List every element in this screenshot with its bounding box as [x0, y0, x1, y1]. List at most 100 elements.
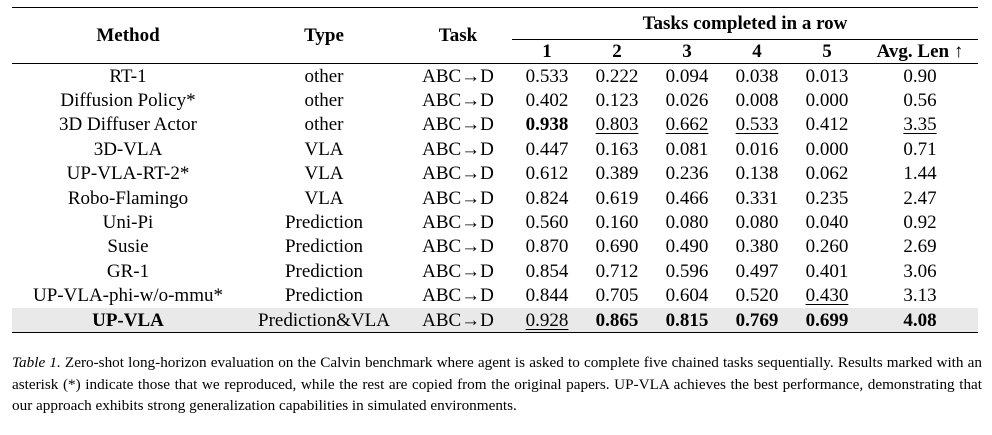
header-col-4: 4 [722, 39, 792, 64]
type-cell: other [304, 65, 344, 87]
table-body: RT-1 other ABC→D 0.533 0.222 0.094 0.038… [12, 64, 978, 333]
value-cell-second: 0.803 [582, 113, 652, 137]
value-cell: 0.062 [805, 163, 849, 185]
value-cell: 0.236 [665, 163, 709, 185]
method-cell: RT-1 [109, 65, 147, 87]
header-type: Type [244, 7, 404, 64]
value-cell: 0.080 [665, 212, 709, 234]
value-cell-second: 0.662 [652, 113, 722, 137]
header-col-3: 3 [652, 39, 722, 64]
caption-text: Zero-shot long-horizon evaluation on the… [12, 354, 982, 414]
value-cell: 0.123 [595, 90, 639, 112]
table-caption: Table 1. Zero-shot long-horizon evaluati… [12, 352, 982, 417]
value-cell: 0.824 [525, 187, 569, 209]
type-cell: other [304, 114, 344, 136]
method-cell: Robo-Flamingo [67, 187, 189, 209]
value-cell: 0.533 [525, 65, 569, 87]
value-cell: 0.008 [735, 90, 779, 112]
header-group-label: Tasks completed in a row [642, 13, 848, 34]
task-cell: ABC→D [422, 236, 494, 258]
method-cell: Uni-Pi [102, 212, 154, 234]
value-cell: 0.490 [665, 236, 709, 258]
table-row: Uni-Pi Prediction ABC→D 0.560 0.160 0.08… [12, 210, 978, 234]
value-cell: 0.520 [735, 285, 779, 307]
value-second-best: 0.662 [665, 114, 709, 136]
value-cell: 0.612 [525, 163, 569, 185]
value-cell-best: 0.769 [722, 307, 792, 333]
value-cell: 0.380 [735, 236, 779, 258]
avg-len-cell: 3.13 [903, 285, 937, 307]
value-cell-best: 0.815 [652, 307, 722, 333]
table-row: Susie Prediction ABC→D 0.870 0.690 0.490… [12, 235, 978, 259]
type-cell: Prediction&VLA [244, 307, 404, 333]
task-cell: ABC→D [422, 163, 494, 185]
value-cell: 0.222 [595, 65, 639, 87]
value-cell: 0.705 [595, 285, 639, 307]
value-cell: 0.094 [665, 65, 709, 87]
avg-second-best: 3.35 [903, 114, 937, 136]
results-table: Method Type Task Tasks completed in a ro… [12, 7, 978, 333]
value-cell: 0.160 [595, 212, 639, 234]
table-row: Diffusion Policy* other ABC→D 0.402 0.12… [12, 88, 978, 112]
value-cell: 0.080 [735, 212, 779, 234]
value-cell-best: 0.865 [582, 307, 652, 333]
table-row: Robo-Flamingo VLA ABC→D 0.824 0.619 0.46… [12, 186, 978, 210]
avg-len-cell: 1.44 [903, 163, 937, 185]
value-cell: 0.844 [525, 285, 569, 307]
value-cell: 0.331 [735, 187, 779, 209]
value-cell: 0.402 [525, 90, 569, 112]
value-cell-best: 0.938 [525, 114, 569, 136]
avg-len-cell: 0.92 [903, 212, 937, 234]
task-cell: ABC→D [422, 114, 494, 136]
value-cell: 0.000 [805, 90, 849, 112]
value-cell: 0.712 [595, 260, 639, 282]
table-row: 3D-VLA VLA ABC→D 0.447 0.163 0.081 0.016… [12, 137, 978, 161]
header-method: Method [12, 7, 244, 64]
avg-len-cell-best: 4.08 [862, 307, 978, 333]
table-row: UP-VLA-phi-w/o-mmu* Prediction ABC→D 0.8… [12, 284, 978, 308]
table-row: GR-1 Prediction ABC→D 0.854 0.712 0.596 … [12, 259, 978, 283]
task-cell: ABC→D [422, 212, 494, 234]
header-col-2: 2 [582, 39, 652, 64]
value-cell: 0.040 [805, 212, 849, 234]
method-cell: 3D-VLA [93, 138, 163, 160]
value-cell: 0.466 [665, 187, 709, 209]
table-row-highlighted: UP-VLA Prediction&VLA ABC→D 0.928 0.865 … [12, 307, 978, 333]
value-cell: 0.447 [525, 138, 569, 160]
value-cell: 0.038 [735, 65, 779, 87]
value-cell: 0.081 [665, 138, 709, 160]
method-cell: Diffusion Policy* [60, 90, 196, 112]
table-row: UP-VLA-RT-2* VLA ABC→D 0.612 0.389 0.236… [12, 162, 978, 186]
header-col-1: 1 [512, 39, 582, 64]
value-cell: 0.854 [525, 260, 569, 282]
method-cell: 3D Diffuser Actor [59, 114, 197, 136]
value-cell-best: 0.699 [792, 307, 862, 333]
task-cell: ABC→D [422, 65, 494, 87]
value-cell: 0.016 [735, 138, 779, 160]
value-cell: 0.412 [805, 114, 849, 136]
value-cell: 0.026 [665, 90, 709, 112]
value-cell-second: 0.430 [792, 284, 862, 308]
value-second-best: 0.803 [595, 114, 639, 136]
method-cell: GR-1 [106, 260, 150, 282]
avg-len-cell: 0.90 [903, 65, 937, 87]
header-group: Tasks completed in a row [512, 8, 978, 40]
value-cell: 0.389 [595, 163, 639, 185]
value-second-best: 0.928 [525, 309, 569, 331]
type-cell: Prediction [284, 236, 364, 258]
task-cell: ABC→D [422, 187, 494, 209]
avg-len-cell-second: 3.35 [862, 113, 978, 137]
value-cell: 0.690 [595, 236, 639, 258]
value-cell: 0.013 [805, 65, 849, 87]
value-cell: 0.163 [595, 138, 639, 160]
value-cell-second: 0.533 [722, 113, 792, 137]
task-cell: ABC→D [422, 138, 494, 160]
type-cell: other [304, 90, 344, 112]
header-task: Task [404, 7, 512, 64]
task-cell: ABC→D [404, 307, 512, 333]
value-cell: 0.138 [735, 163, 779, 185]
type-cell: Prediction [284, 285, 364, 307]
value-cell: 0.497 [735, 260, 779, 282]
avg-len-cell: 0.71 [903, 138, 937, 160]
avg-len-cell: 3.06 [903, 260, 937, 282]
